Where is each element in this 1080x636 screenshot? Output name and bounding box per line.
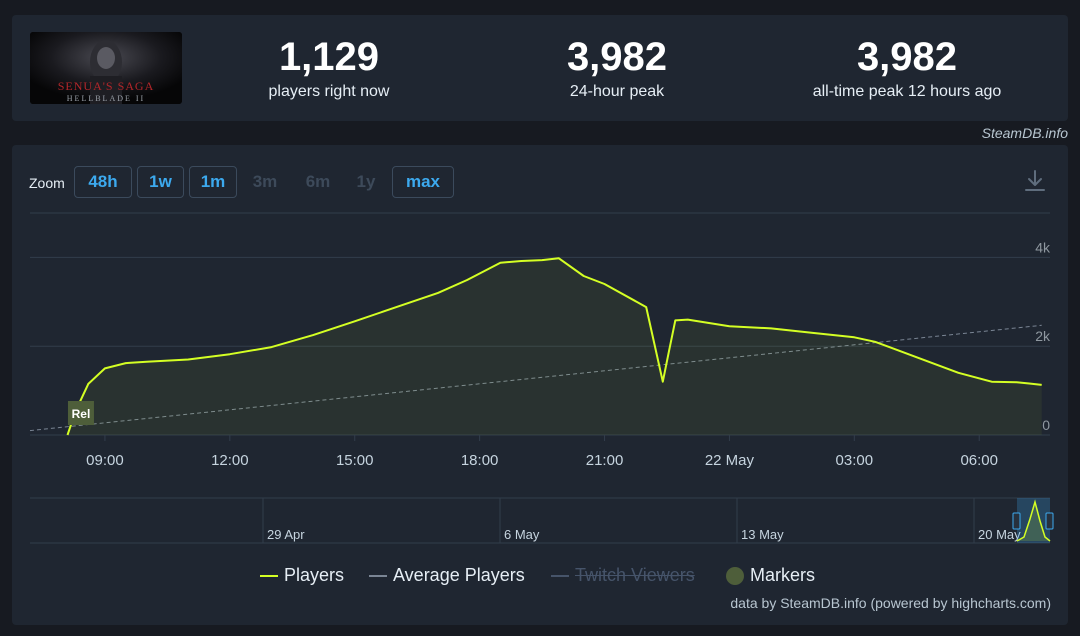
release-marker-label: Rel (72, 407, 91, 421)
highcharts-credit[interactable]: data by SteamDB.info (powered by highcha… (730, 595, 1051, 611)
x-tick-label: 21:00 (586, 452, 624, 469)
legend-swatch-average-players (369, 574, 387, 577)
series-players-line (66, 257, 1042, 436)
x-tick-label: 18:00 (461, 452, 499, 469)
legend-item-players[interactable]: Players (260, 565, 344, 586)
navigator-label: 20 May (978, 527, 1021, 542)
x-tick-label: 12:00 (211, 452, 249, 469)
legend-item-markers[interactable]: Markers (726, 565, 815, 586)
zoom-button-1m[interactable]: 1m (189, 166, 237, 198)
stats-panel: SENUA'S SAGA HELLBLADE II 1,129 players … (12, 15, 1068, 121)
download-icon[interactable] (1024, 169, 1046, 193)
game-logo-subtitle: HELLBLADE II (67, 94, 145, 103)
stat-24h-peak-label: 24-hour peak (569, 83, 665, 100)
legend-item-average-players[interactable]: Average Players (369, 565, 525, 586)
stat-all-time-peak: 3,982 all-time peak 12 hours ago (762, 35, 1052, 101)
navigator-label: 29 Apr (267, 527, 305, 542)
zoom-button-1y: 1y (356, 172, 376, 191)
x-tick-label: 09:00 (86, 452, 124, 469)
navigator-label: 6 May (504, 527, 540, 542)
legend-swatch-markers (726, 566, 744, 585)
y-tick-label: 0 (1042, 417, 1050, 433)
stat-all-time-peak-label: all-time peak 12 hours ago (812, 83, 1002, 100)
legend-label-players: Players (284, 565, 345, 585)
legend-label-markers: Markers (750, 565, 816, 585)
players-chart[interactable]: 0 2k 4k 09:00 12:00 15:00 18:00 21:00 22 May 03:0… (12, 145, 1068, 560)
zoom-button-48h[interactable]: 48h (74, 166, 132, 198)
x-tick-label: 06:00 (960, 452, 998, 469)
legend-label-twitch-viewers: Twitch Viewers (575, 565, 695, 585)
stat-all-time-peak-value: 3,982 (856, 35, 958, 79)
stat-players-now-label: players right now (268, 83, 390, 100)
series-average-players-line (29, 324, 1042, 432)
game-logo[interactable]: SENUA'S SAGA HELLBLADE II (30, 32, 182, 104)
zoom-button-3m: 3m (252, 172, 278, 191)
chart-legend: Players Average Players Twitch Viewers M… (12, 565, 1068, 589)
stat-players-now: 1,129 players right now (184, 35, 474, 101)
navigator-series (1016, 499, 1051, 542)
zoom-button-6m: 6m (305, 172, 331, 191)
legend-swatch-players (260, 574, 278, 577)
y-tick-label: 2k (1035, 328, 1051, 344)
game-logo-art: SENUA'S SAGA HELLBLADE II (30, 32, 182, 104)
x-tick-label: 22 May (705, 452, 755, 469)
y-tick-label: 4k (1035, 239, 1051, 255)
navigator-handle-left (1012, 512, 1021, 530)
series-players-area (67, 258, 1042, 435)
navigator-handle-right (1045, 512, 1054, 530)
legend-item-twitch-viewers[interactable]: Twitch Viewers (551, 565, 695, 586)
chart-panel: Zoom 48h 1w 1m 3m 6m 1y max 0 2k 4k 09:00 12… (12, 145, 1068, 625)
navigator-label: 13 May (741, 527, 784, 542)
zoom-button-max[interactable]: max (392, 166, 454, 198)
zoom-button-1w[interactable]: 1w (137, 166, 184, 198)
x-tick-label: 15:00 (336, 452, 374, 469)
x-tick-label: 03:00 (836, 452, 874, 469)
stat-players-now-value: 1,129 (278, 35, 380, 79)
stat-24h-peak: 3,982 24-hour peak (472, 35, 762, 101)
release-marker (67, 401, 94, 425)
legend-label-average-players: Average Players (393, 565, 525, 585)
stat-24h-peak-value: 3,982 (566, 35, 668, 79)
steamdb-credit[interactable]: SteamDB.info (981, 125, 1068, 141)
game-logo-title: SENUA'S SAGA (58, 79, 155, 93)
zoom-label: Zoom (29, 175, 65, 191)
legend-swatch-twitch-viewers (551, 574, 569, 577)
